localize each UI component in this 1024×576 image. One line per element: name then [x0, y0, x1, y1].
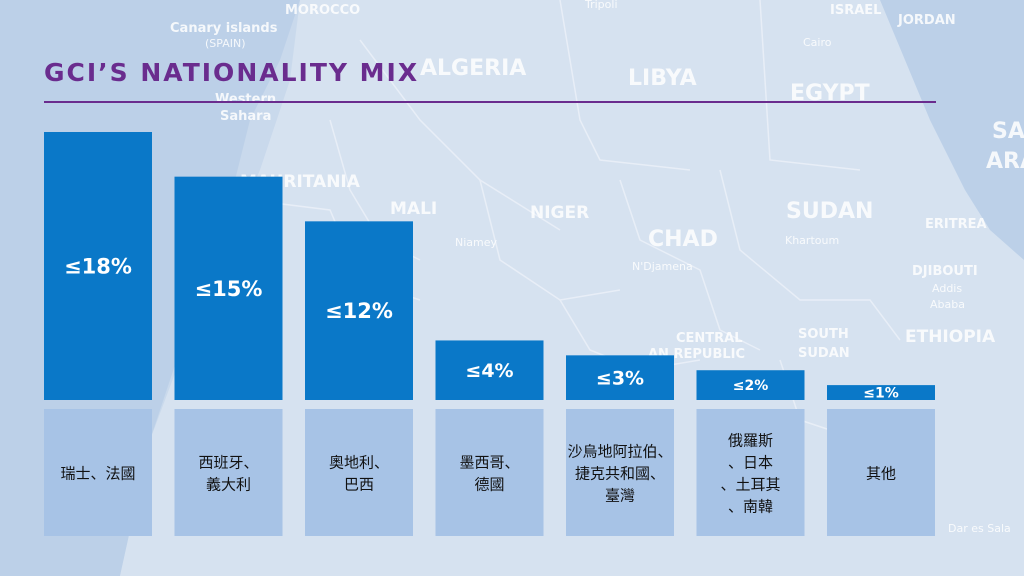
- map-label: Niamey: [455, 236, 498, 249]
- map-label: CENTRAL: [676, 331, 743, 346]
- category-label: 巴西: [344, 476, 374, 494]
- category-box: [44, 409, 152, 536]
- title-underline: [44, 101, 936, 103]
- map-label: CHAD: [648, 227, 718, 252]
- chart-title: GCI’S NATIONALITY MIX: [44, 58, 420, 87]
- category-box: [696, 409, 805, 536]
- map-label: LIBYA: [628, 66, 697, 91]
- bar: [566, 355, 674, 400]
- category-box: [174, 409, 283, 536]
- map-label: SUDAN: [798, 346, 850, 361]
- map-label: Khartoum: [785, 234, 839, 247]
- bar-value-label: ≤12%: [325, 299, 393, 323]
- category-label: 瑞士、法國: [60, 465, 135, 483]
- map-label: MALI: [390, 199, 437, 219]
- map-label: Cairo: [803, 36, 832, 49]
- bar: [696, 370, 805, 400]
- category-box: [827, 409, 935, 536]
- map-label: ETHIOPIA: [905, 327, 996, 347]
- map-label: JORDAN: [897, 13, 956, 28]
- bar-value-label: ≤18%: [64, 255, 132, 279]
- map-label: Western: [215, 92, 276, 107]
- map-label: Ababa: [930, 298, 965, 311]
- map-label: SUDAN: [786, 199, 873, 224]
- map-label: Canary islands: [170, 21, 278, 36]
- map-label: N'Djamena: [632, 260, 693, 273]
- category-label: 臺灣: [605, 487, 635, 505]
- map-label: Sahara: [220, 109, 271, 124]
- category-label: 、日本: [728, 454, 773, 472]
- category-box: [305, 409, 413, 536]
- category-label: 墨西哥、: [459, 454, 519, 472]
- map-label: Addis: [932, 282, 962, 295]
- map-label: DJIBOUTI: [912, 264, 978, 279]
- map-label: (SPAIN): [205, 37, 246, 50]
- category-label: 捷克共和國、: [575, 465, 665, 483]
- map-label: ALGERIA: [420, 56, 526, 81]
- category-box: [435, 409, 544, 536]
- bar: [174, 176, 283, 400]
- category-label: 義大利: [206, 476, 251, 494]
- category-label: 、土耳其: [720, 476, 780, 494]
- category-label: 、南韓: [728, 498, 773, 516]
- bar-value-label: ≤2%: [733, 378, 769, 394]
- map-label: Tripoli: [584, 0, 618, 11]
- map-label: ERITREA: [925, 217, 987, 232]
- map-label: Dar es Sala: [948, 522, 1011, 535]
- bar-value-label: ≤15%: [195, 277, 263, 301]
- category-label: 德國: [474, 476, 504, 494]
- category-label: 西班牙、: [198, 454, 258, 472]
- category-label: 其他: [866, 465, 896, 483]
- map-label: NIGER: [530, 203, 589, 223]
- map-label: SOUTH: [798, 327, 849, 342]
- bar-value-label: ≤1%: [863, 386, 899, 402]
- category-box: [566, 409, 674, 536]
- bar-value-label: ≤3%: [596, 368, 644, 390]
- map-label: ARA: [986, 149, 1024, 174]
- category-label: 沙烏地阿拉伯、: [567, 443, 672, 461]
- map-label: MOROCCO: [285, 3, 360, 18]
- map-label: ISRAEL: [830, 3, 881, 18]
- bar: [44, 132, 152, 400]
- bar: [827, 385, 935, 400]
- category-label: 奧地利、: [329, 454, 389, 472]
- bar: [435, 340, 544, 400]
- bar: [305, 221, 413, 400]
- map-label: SA: [992, 119, 1024, 144]
- bar-value-label: ≤4%: [465, 360, 513, 382]
- category-label: 俄羅斯: [728, 432, 773, 450]
